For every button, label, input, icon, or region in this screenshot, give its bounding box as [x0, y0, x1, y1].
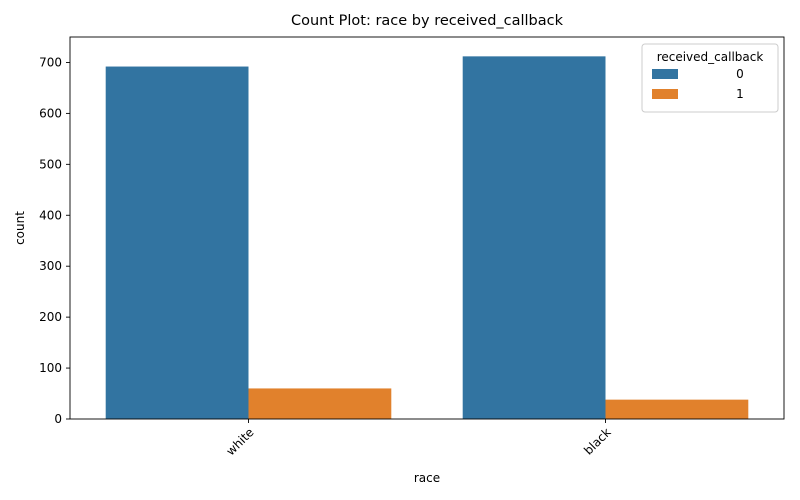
legend: received_callback 01	[641, 43, 779, 113]
bars-layer	[105, 56, 749, 420]
y-tick-label: 200	[39, 310, 62, 324]
x-tick-label-white: white	[223, 425, 256, 458]
x-axis-label: race	[414, 471, 440, 485]
plot-frame	[69, 36, 785, 420]
y-tick-label: 400	[39, 208, 62, 222]
legend-title: received_callback	[657, 50, 764, 64]
y-axis: 0 100 200 300 400 500 600 700	[39, 55, 70, 426]
y-tick-label: 700	[39, 55, 62, 69]
legend-swatch-1	[652, 89, 678, 99]
y-axis-label: count	[13, 211, 27, 245]
legend-label-0: 0	[736, 67, 744, 81]
y-tick-label: 300	[39, 259, 62, 273]
x-tick-label-black: black	[581, 425, 613, 457]
bar-black-series-0	[462, 56, 606, 419]
y-tick-label: 500	[39, 157, 62, 171]
legend-items: 01	[652, 67, 744, 101]
bar-white-series-0	[105, 66, 249, 420]
legend-swatch-0	[652, 69, 678, 79]
y-tick-label: 0	[54, 412, 62, 426]
legend-label-1: 1	[736, 87, 744, 101]
bar-black-series-1	[605, 399, 749, 419]
y-tick-label: 600	[39, 106, 62, 120]
chart-title: Count Plot: race by received_callback	[291, 13, 564, 29]
x-axis: white black	[223, 419, 614, 458]
bar-white-series-1	[248, 388, 392, 419]
y-tick-label: 100	[39, 361, 62, 375]
